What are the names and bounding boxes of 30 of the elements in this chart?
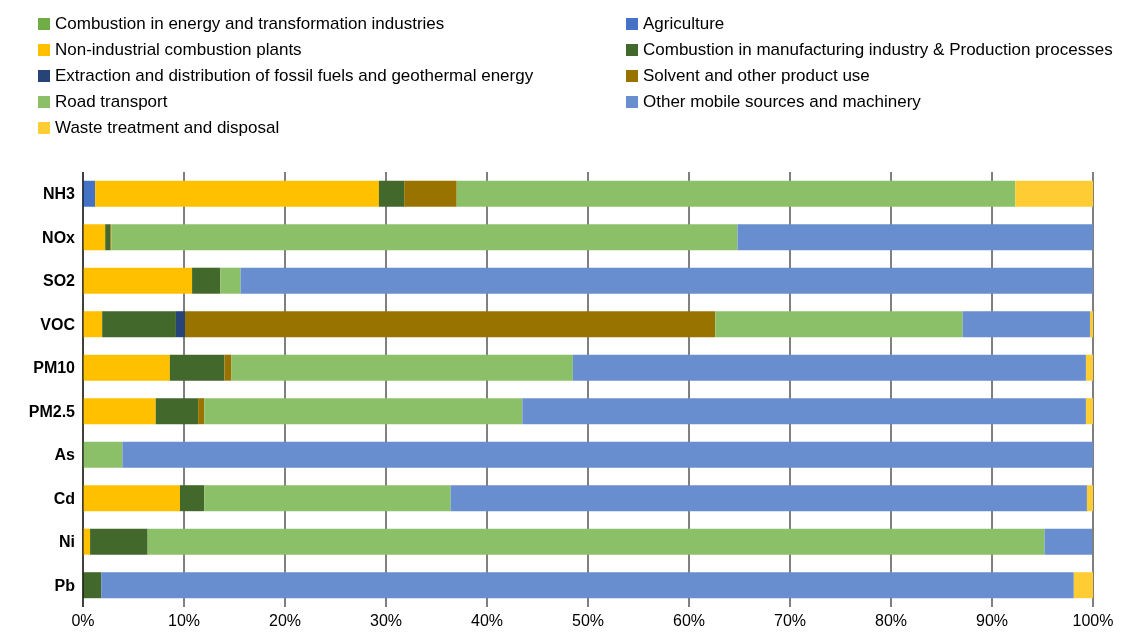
y-tick-label: VOC <box>40 315 76 333</box>
y-tick-label: Pb <box>54 576 76 594</box>
x-tick-label: 50% <box>571 612 605 630</box>
legend-label: Combustion in energy and transformation industries <box>55 14 445 34</box>
x-tick-label: 100% <box>1072 612 1114 630</box>
x-tick-label: 10% <box>167 612 201 630</box>
legend-label: Road transport <box>55 92 168 112</box>
y-tick-label: NOx <box>42 228 76 246</box>
y-tick-label: NH3 <box>42 185 76 203</box>
y-tick-label: Ni <box>59 533 75 551</box>
x-tick-label: 60% <box>672 612 706 630</box>
legend-label: Non-industrial combustion plants <box>55 40 302 60</box>
legend-label: Combustion in manufacturing industry & Production processes <box>643 40 1113 60</box>
x-tick-label: 70% <box>773 612 807 630</box>
y-tick-label: PM10 <box>33 359 76 377</box>
x-tick-label: 30% <box>369 612 403 630</box>
legend-label: Extraction and distribution of fossil fuels and geothermal energy <box>55 66 534 86</box>
legend-label: Solvent and other product use <box>643 66 870 86</box>
x-tick-label: 20% <box>268 612 302 630</box>
y-tick-label: SO2 <box>42 272 76 290</box>
x-tick-label: 90% <box>975 612 1009 630</box>
y-tick-label: As <box>54 446 76 464</box>
legend-label: Agriculture <box>643 14 725 34</box>
x-tick-label: 0% <box>71 612 95 630</box>
legend-label: Other mobile sources and machinery <box>643 92 921 112</box>
x-tick-label: 40% <box>470 612 504 630</box>
y-tick-label: Cd <box>53 489 75 507</box>
x-tick-label: 80% <box>874 612 908 630</box>
legend-label: Waste treatment and disposal <box>55 118 280 138</box>
y-tick-label: PM2.5 <box>28 402 76 420</box>
